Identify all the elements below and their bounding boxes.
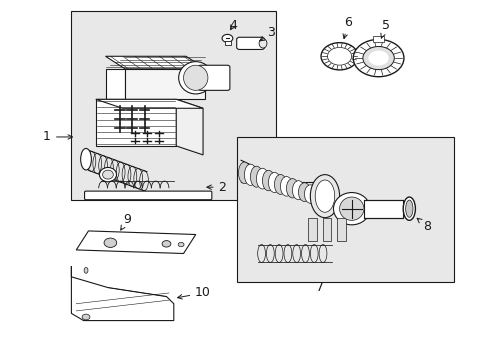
Text: 4: 4 bbox=[229, 19, 237, 32]
Bar bbox=[363, 200, 402, 218]
Bar bbox=[322, 218, 330, 241]
Polygon shape bbox=[105, 69, 125, 99]
Ellipse shape bbox=[102, 170, 113, 179]
Ellipse shape bbox=[178, 62, 212, 94]
Ellipse shape bbox=[84, 267, 88, 273]
Polygon shape bbox=[105, 56, 205, 69]
Polygon shape bbox=[176, 99, 203, 155]
Circle shape bbox=[82, 314, 90, 320]
Ellipse shape bbox=[405, 200, 412, 217]
Ellipse shape bbox=[286, 179, 298, 198]
Circle shape bbox=[352, 40, 403, 77]
Text: 6: 6 bbox=[342, 16, 351, 39]
Ellipse shape bbox=[256, 168, 268, 189]
Text: 2: 2 bbox=[206, 181, 226, 194]
FancyBboxPatch shape bbox=[236, 37, 264, 49]
Bar bbox=[237, 137, 453, 282]
Polygon shape bbox=[76, 231, 195, 253]
Text: 10: 10 bbox=[177, 287, 210, 300]
Ellipse shape bbox=[244, 164, 256, 185]
Text: 7: 7 bbox=[315, 281, 324, 294]
Bar bbox=[336, 218, 345, 241]
Circle shape bbox=[321, 42, 357, 70]
Ellipse shape bbox=[268, 172, 280, 193]
Text: 9: 9 bbox=[121, 213, 131, 230]
Ellipse shape bbox=[403, 197, 415, 220]
Ellipse shape bbox=[339, 197, 363, 220]
Bar bbox=[372, 36, 384, 42]
Ellipse shape bbox=[274, 175, 286, 194]
Bar bbox=[307, 218, 316, 241]
Ellipse shape bbox=[310, 187, 322, 205]
Ellipse shape bbox=[183, 65, 207, 90]
Ellipse shape bbox=[99, 167, 116, 182]
Ellipse shape bbox=[315, 180, 334, 212]
Ellipse shape bbox=[262, 170, 274, 191]
Ellipse shape bbox=[259, 39, 266, 48]
Circle shape bbox=[327, 48, 351, 65]
Text: 5: 5 bbox=[380, 19, 389, 38]
Polygon shape bbox=[125, 69, 205, 99]
Text: 8: 8 bbox=[416, 218, 430, 233]
FancyBboxPatch shape bbox=[84, 191, 211, 200]
Ellipse shape bbox=[250, 166, 262, 187]
Ellipse shape bbox=[316, 189, 328, 207]
Circle shape bbox=[178, 242, 183, 247]
Ellipse shape bbox=[333, 193, 369, 225]
Ellipse shape bbox=[292, 181, 304, 200]
Bar bbox=[71, 12, 276, 200]
Circle shape bbox=[362, 46, 393, 69]
FancyBboxPatch shape bbox=[198, 65, 229, 90]
Circle shape bbox=[104, 238, 117, 247]
Ellipse shape bbox=[298, 183, 310, 202]
Ellipse shape bbox=[238, 162, 250, 184]
Polygon shape bbox=[96, 99, 203, 108]
Text: 3: 3 bbox=[259, 27, 275, 41]
Bar bbox=[224, 41, 230, 45]
Ellipse shape bbox=[81, 148, 91, 170]
Circle shape bbox=[162, 240, 170, 247]
Polygon shape bbox=[71, 266, 173, 320]
Polygon shape bbox=[96, 99, 176, 146]
Circle shape bbox=[367, 51, 388, 66]
Ellipse shape bbox=[310, 175, 339, 218]
Ellipse shape bbox=[304, 185, 316, 203]
Circle shape bbox=[222, 35, 232, 42]
Ellipse shape bbox=[280, 176, 292, 196]
Text: 1: 1 bbox=[43, 130, 72, 144]
